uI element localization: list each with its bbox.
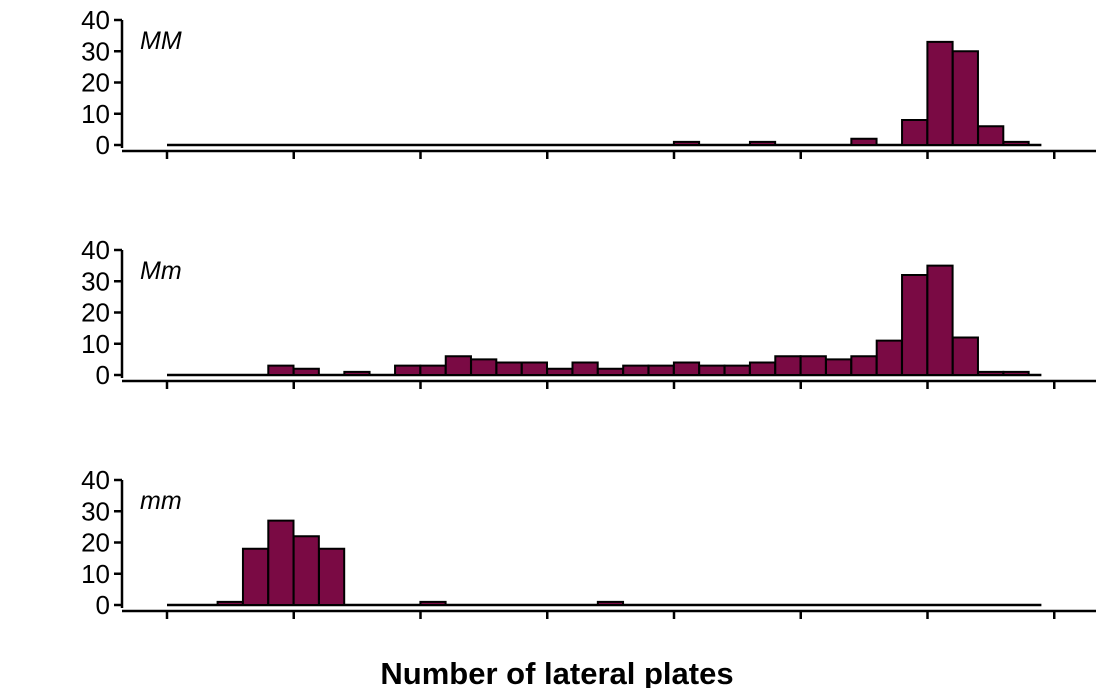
y-tick-label: 0 <box>96 360 110 390</box>
bar-mm-10 <box>419 364 447 376</box>
bar-mm-5 <box>292 367 320 376</box>
bar-mm-17 <box>596 367 625 376</box>
y-tick-label: 40 <box>81 465 110 495</box>
x-axis-title: Number of lateral plates <box>380 656 733 688</box>
bar-mm-21 <box>698 364 726 376</box>
bar-mm-26 <box>825 358 853 376</box>
y-tick-label: 20 <box>81 528 110 558</box>
bar-mm-33 <box>1002 370 1030 376</box>
bar-mm-30 <box>926 40 954 146</box>
y-tick-label: 30 <box>81 36 110 66</box>
y-tick-label: 40 <box>81 5 110 35</box>
bar-mm-11 <box>444 355 472 376</box>
bar-mm-20 <box>672 140 701 146</box>
bar-mm-31 <box>951 336 979 376</box>
bar-mm-23 <box>748 140 777 146</box>
bar-mm-20 <box>672 361 701 376</box>
y-tick-label: 10 <box>81 559 110 589</box>
bar-mm-27 <box>850 355 878 376</box>
bar-mm-25 <box>799 355 827 376</box>
bar-mm-17 <box>596 600 625 606</box>
bar-mm-9 <box>394 364 422 376</box>
bar-mm-4 <box>267 364 295 376</box>
bar-mm-12 <box>470 358 498 376</box>
y-tick-label: 40 <box>81 235 110 265</box>
bar-mm-5 <box>292 535 320 606</box>
bar-mm-29 <box>901 119 929 146</box>
bar-mm-16 <box>571 361 599 376</box>
y-tick-label: 30 <box>81 266 110 296</box>
bar-mm-4 <box>267 519 295 606</box>
bar-mm-10 <box>419 600 447 606</box>
y-tick-label: 10 <box>81 329 110 359</box>
bar-mm-6 <box>318 547 346 606</box>
panel-label: MM <box>140 27 182 55</box>
bar-mm-30 <box>926 264 954 376</box>
bar-mm-33 <box>1002 140 1030 146</box>
bar-mm-7 <box>343 370 371 376</box>
y-tick-label: 0 <box>96 130 110 160</box>
y-tick-label: 20 <box>81 68 110 98</box>
bar-mm-23 <box>748 361 777 376</box>
bar-mm-14 <box>520 361 548 376</box>
bar-mm-24 <box>774 355 802 376</box>
bar-mm-18 <box>622 364 650 376</box>
bar-mm-31 <box>951 50 979 146</box>
bar-mm-32 <box>977 125 1005 146</box>
y-tick-label: 10 <box>81 99 110 129</box>
y-tick-label: 20 <box>81 298 110 328</box>
panel-label: Mm <box>140 257 182 285</box>
bar-mm-29 <box>901 274 929 376</box>
bar-mm-2 <box>216 600 244 606</box>
panel-label: mm <box>140 487 182 515</box>
y-tick-label: 0 <box>96 590 110 620</box>
bar-mm-15 <box>546 367 574 376</box>
bar-mm-27 <box>850 137 878 146</box>
bar-mm-19 <box>647 364 675 376</box>
y-tick-label: 30 <box>81 496 110 526</box>
bar-mm-32 <box>977 370 1005 376</box>
bar-mm-13 <box>495 361 523 376</box>
bar-mm-28 <box>875 339 903 376</box>
bar-mm-3 <box>241 547 270 606</box>
bar-mm-22 <box>723 364 751 376</box>
